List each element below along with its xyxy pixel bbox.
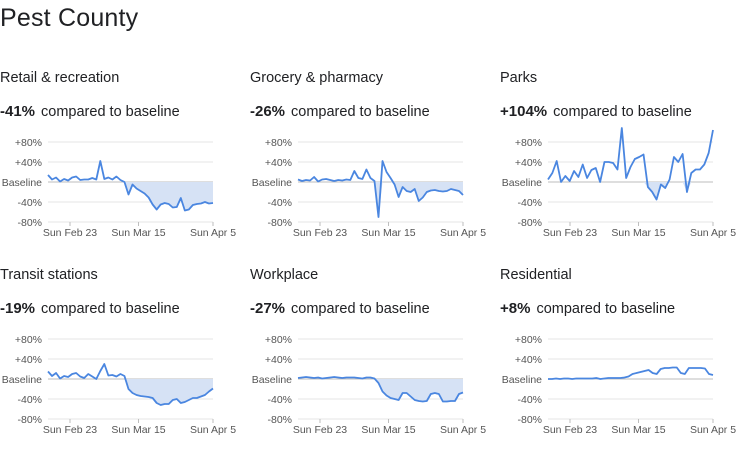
line-chart: +80% +40% Baseline -40% -80%Sun Feb 23 Sun Ma… bbox=[2, 137, 236, 239]
x-tick-label: Sun Apr 5 bbox=[690, 227, 736, 239]
x-tick-label: Sun Mar 15 bbox=[111, 227, 165, 239]
panel-title: Grocery & pharmacy bbox=[250, 70, 383, 86]
y-tick-label: +40% bbox=[15, 157, 42, 169]
y-tick-label: Baseline bbox=[2, 177, 42, 189]
line-chart: +80% +40% Baseline -40% -80%Sun Feb 23 Sun Ma… bbox=[252, 137, 486, 239]
series-line bbox=[548, 366, 714, 380]
panel-title: Retail & recreation bbox=[0, 70, 120, 86]
y-tick-label: +40% bbox=[515, 354, 542, 366]
y-tick-label: -80% bbox=[17, 414, 42, 426]
change-summary: -26% compared to baseline bbox=[250, 103, 430, 120]
x-tick-label: Sun Mar 15 bbox=[361, 424, 415, 436]
y-tick-label: -40% bbox=[517, 394, 542, 406]
x-tick-label: Sun Apr 5 bbox=[690, 424, 736, 436]
change-percent: +104% bbox=[500, 103, 548, 120]
change-percent: -26% bbox=[250, 103, 286, 120]
x-tick-label: Sun Apr 5 bbox=[190, 227, 236, 239]
mobility-panel: Transit stations -19% compared to baseline… bbox=[0, 267, 240, 467]
x-tick-label: Sun Apr 5 bbox=[440, 227, 486, 239]
y-tick-label: +80% bbox=[265, 334, 292, 346]
x-tick-label: Sun Mar 15 bbox=[361, 227, 415, 239]
panel-title: Parks bbox=[500, 70, 538, 86]
line-chart: +80% +40% Baseline -40% -80%Sun Feb 23 Sun Ma… bbox=[502, 127, 736, 239]
series-line bbox=[47, 160, 214, 212]
y-tick-label: Baseline bbox=[2, 374, 42, 386]
panel-title: Residential bbox=[500, 267, 572, 283]
y-tick-label: +40% bbox=[515, 157, 542, 169]
y-tick-label: -40% bbox=[17, 197, 42, 209]
x-tick-label: Sun Apr 5 bbox=[440, 424, 486, 436]
y-tick-label: -80% bbox=[17, 217, 42, 229]
x-tick-label: Sun Mar 15 bbox=[111, 424, 165, 436]
y-tick-label: +40% bbox=[265, 354, 292, 366]
x-tick-label: Sun Apr 5 bbox=[190, 424, 236, 436]
mobility-panel: Workplace -27% compared to baseline +80% +40… bbox=[250, 267, 490, 467]
y-tick-label: +40% bbox=[15, 354, 42, 366]
compared-label: compared to baseline bbox=[536, 301, 676, 317]
mobility-panel: Residential +8% compared to baseline +80% +4… bbox=[500, 267, 740, 467]
y-tick-label: +80% bbox=[15, 334, 42, 346]
y-tick-label: +80% bbox=[265, 137, 292, 149]
compared-label: compared to baseline bbox=[41, 301, 180, 317]
change-summary: -19% compared to baseline bbox=[0, 300, 180, 317]
mobility-panel: Grocery & pharmacy -26% compared to baseli… bbox=[250, 70, 490, 270]
below-baseline-area bbox=[298, 379, 463, 402]
below-baseline-area bbox=[48, 379, 213, 405]
y-tick-label: Baseline bbox=[502, 374, 542, 386]
compared-label: compared to baseline bbox=[291, 104, 430, 120]
x-tick-label: Sun Feb 23 bbox=[293, 424, 347, 436]
x-tick-label: Sun Feb 23 bbox=[543, 424, 597, 436]
change-summary: -41% compared to baseline bbox=[0, 103, 180, 120]
compared-label: compared to baseline bbox=[41, 104, 180, 120]
mobility-panel: Retail & recreation -41% compared to basel… bbox=[0, 70, 240, 270]
y-tick-label: -80% bbox=[267, 414, 292, 426]
series-line bbox=[297, 376, 464, 403]
x-tick-label: Sun Feb 23 bbox=[43, 424, 97, 436]
series-line bbox=[297, 160, 464, 218]
page-title: Pest County bbox=[0, 4, 139, 32]
change-percent: -19% bbox=[0, 300, 36, 317]
y-tick-label: +80% bbox=[15, 137, 42, 149]
y-tick-label: +40% bbox=[265, 157, 292, 169]
compared-label: compared to baseline bbox=[291, 301, 430, 317]
mobility-panel: Parks +104% compared to baseline +80% +40% Ba… bbox=[500, 70, 740, 270]
y-tick-label: -80% bbox=[267, 217, 292, 229]
x-tick-label: Sun Feb 23 bbox=[293, 227, 347, 239]
x-tick-label: Sun Feb 23 bbox=[543, 227, 597, 239]
change-summary: +8% compared to baseline bbox=[500, 300, 675, 317]
change-summary: +104% compared to baseline bbox=[500, 103, 692, 120]
change-summary: -27% compared to baseline bbox=[250, 300, 430, 317]
y-tick-label: -40% bbox=[517, 197, 542, 209]
series-line bbox=[47, 363, 214, 406]
y-tick-label: -40% bbox=[267, 197, 292, 209]
y-tick-label: -40% bbox=[17, 394, 42, 406]
change-percent: +8% bbox=[500, 300, 531, 317]
panel-title: Workplace bbox=[250, 267, 319, 283]
y-tick-label: Baseline bbox=[252, 374, 292, 386]
x-tick-label: Sun Mar 15 bbox=[611, 227, 665, 239]
line-chart: +80% +40% Baseline -40% -80%Sun Feb 23 Sun Ma… bbox=[2, 334, 236, 436]
panel-title: Transit stations bbox=[0, 267, 98, 283]
below-baseline-area bbox=[48, 182, 213, 211]
y-tick-label: Baseline bbox=[502, 177, 542, 189]
compared-label: compared to baseline bbox=[553, 104, 692, 120]
y-tick-label: Baseline bbox=[252, 177, 292, 189]
line-chart: +80% +40% Baseline -40% -80%Sun Feb 23 Sun Ma… bbox=[502, 334, 736, 436]
y-tick-label: -80% bbox=[517, 217, 542, 229]
line-chart: +80% +40% Baseline -40% -80%Sun Feb 23 Sun Ma… bbox=[252, 334, 486, 436]
series-line bbox=[547, 127, 714, 201]
y-tick-label: -80% bbox=[517, 414, 542, 426]
change-percent: -27% bbox=[250, 300, 286, 317]
x-tick-label: Sun Mar 15 bbox=[611, 424, 665, 436]
y-tick-label: +80% bbox=[515, 137, 542, 149]
change-percent: -41% bbox=[0, 103, 36, 120]
y-tick-label: -40% bbox=[267, 394, 292, 406]
x-tick-label: Sun Feb 23 bbox=[43, 227, 97, 239]
y-tick-label: +80% bbox=[515, 334, 542, 346]
